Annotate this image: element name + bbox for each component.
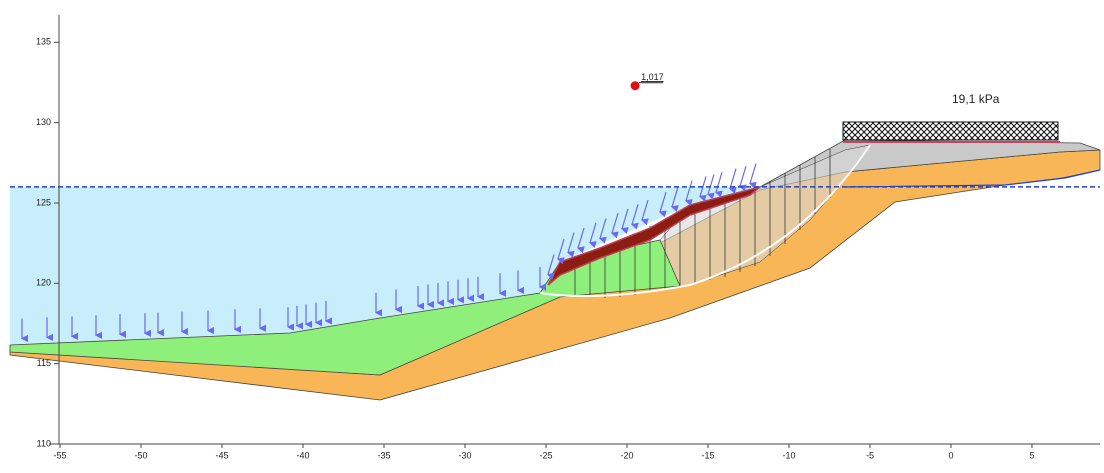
pressure-arrow xyxy=(546,254,555,280)
water xyxy=(10,187,760,345)
pressure-arrow xyxy=(640,199,649,226)
slip-surface xyxy=(539,144,871,298)
pressure-arrow xyxy=(658,191,667,218)
pressure-arrow xyxy=(576,227,585,254)
x-tick-label: -15 xyxy=(701,450,714,460)
y-tick-label: 110 xyxy=(37,438,51,448)
x-tick-label: -30 xyxy=(458,450,471,460)
safety-factor: 1,017 xyxy=(641,72,664,82)
phreatic-line xyxy=(844,169,1101,188)
pressure-arrow xyxy=(714,172,723,198)
surface-load xyxy=(842,121,1059,141)
pressure-arrow xyxy=(630,204,639,230)
pressure-arrow xyxy=(556,238,565,265)
pressure-arrow xyxy=(728,168,737,194)
pressure-arrow xyxy=(748,163,757,189)
y-tick-label: 130 xyxy=(36,117,51,127)
x-tick-label: -25 xyxy=(539,450,552,460)
y-tick-label: 120 xyxy=(36,278,51,288)
y-tick-label: 125 xyxy=(36,197,51,207)
pressure-arrow xyxy=(620,208,629,234)
x-tick-label: -45 xyxy=(215,450,228,460)
y-tick-label: 115 xyxy=(37,358,51,368)
x-tick-label: -5 xyxy=(866,450,874,460)
pressure-arrow xyxy=(670,186,679,213)
x-tick-label: -50 xyxy=(135,450,148,460)
pressure-arrow xyxy=(610,213,619,239)
slip-center xyxy=(630,81,640,91)
pressure-arrow xyxy=(738,165,747,192)
water-pressure-arrows xyxy=(20,163,757,343)
eroded-band xyxy=(547,186,761,286)
pressure-arrow xyxy=(684,180,693,206)
pressure-arrow xyxy=(566,232,575,258)
pressure-arrow xyxy=(598,218,607,244)
pressure-arrow xyxy=(588,222,597,249)
y-tick-label: 135 xyxy=(36,37,51,47)
x-tick-label: 0 xyxy=(948,450,953,460)
x-tick-label: -55 xyxy=(54,450,67,460)
x-tick-label: -35 xyxy=(377,450,390,460)
x-tick-label: -10 xyxy=(782,450,795,460)
pressure-arrow xyxy=(706,174,715,200)
load-label: 19,1 kPa xyxy=(952,92,1000,106)
x-tick-label: -20 xyxy=(620,450,633,460)
x-tick-label: -40 xyxy=(296,450,309,460)
x-tick-label: 5 xyxy=(1029,450,1034,460)
